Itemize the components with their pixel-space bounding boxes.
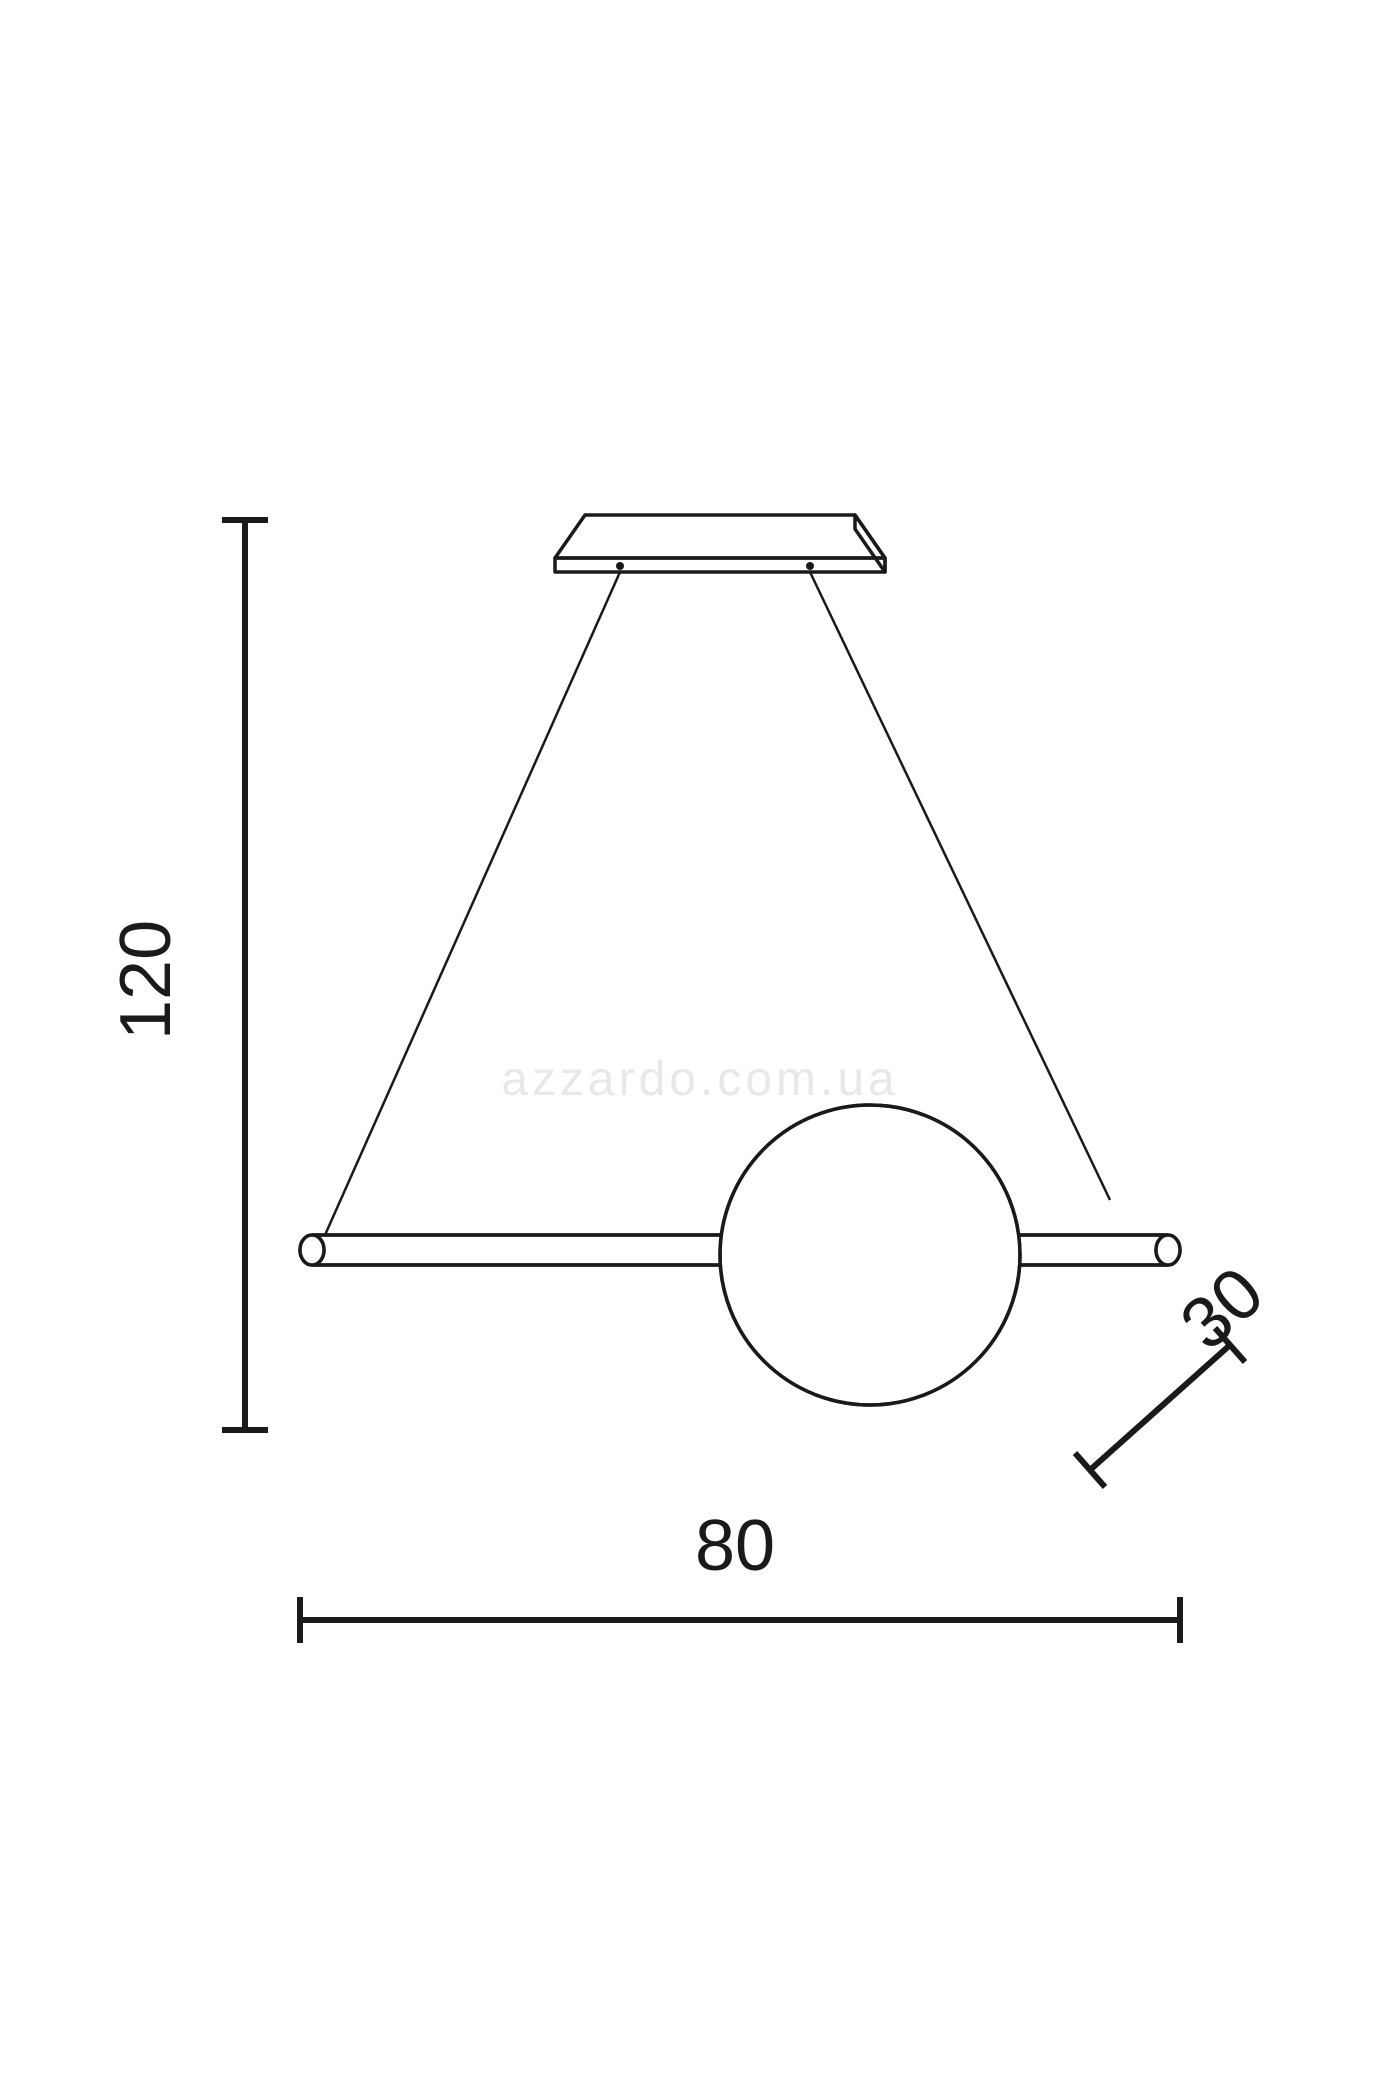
bar-left-of-sphere <box>300 1235 722 1265</box>
ceiling-canopy <box>555 515 885 572</box>
dim-height-bar <box>222 520 268 1430</box>
wire-left <box>325 572 620 1235</box>
bar-right-of-sphere <box>1018 1235 1180 1265</box>
technical-drawing-svg: azzardo.com.ua <box>0 0 1400 2100</box>
suspension-wires <box>325 572 1110 1235</box>
dim-height-label: 120 <box>105 920 187 1040</box>
canopy-wire-dots <box>616 562 814 570</box>
watermark-text: azzardo.com.ua <box>501 1053 899 1106</box>
dim-width-label: 80 <box>695 1505 775 1587</box>
drawing-canvas: azzardo.com.ua <box>0 0 1400 2100</box>
dim-width-bar <box>300 1597 1180 1643</box>
